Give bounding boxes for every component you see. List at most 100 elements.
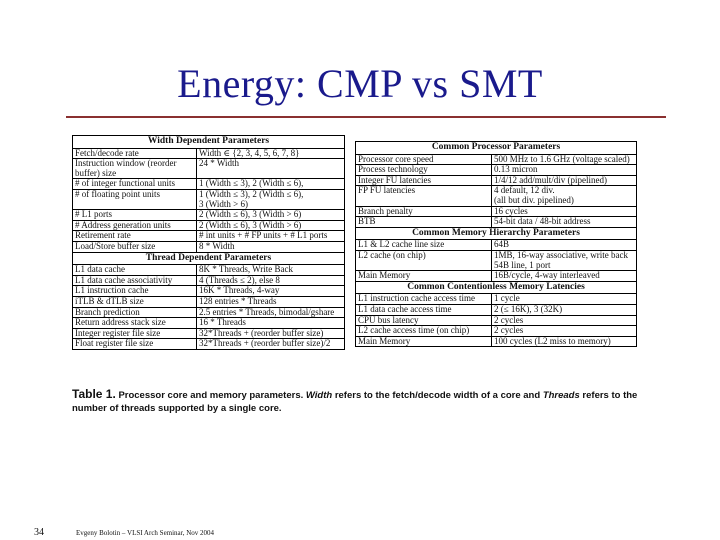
table-row: Processor core speed 500 MHz to 1.6 GHz (… xyxy=(355,153,638,166)
caption-label: Table 1. xyxy=(72,387,116,401)
parameter-value-cell: 24 * Width xyxy=(195,158,346,180)
parameter-value-cell: 16B/cycle, 4-way interleaved xyxy=(490,270,638,282)
table-row: L1 instruction cache access time 1 cycle xyxy=(355,293,638,305)
parameter-value-cell: 2.5 entries * Threads, bimodal/gshare xyxy=(195,306,346,319)
parameter-name-cell: # Address generation units xyxy=(72,219,197,232)
table-row: L1 & L2 cache line size 64B xyxy=(355,239,638,251)
table-row: Main Memory 100 cycles (L2 miss to memory… xyxy=(355,335,638,348)
table-row: Integer register file size 32*Threads + (… xyxy=(72,327,346,340)
parameter-name-cell: Instruction window (reorder buffer) size xyxy=(72,158,197,180)
parameter-value-cell: 500 MHz to 1.6 GHz (voltage scaled) xyxy=(490,153,638,166)
parameter-value-cell: 100 cycles (L2 miss to memory) xyxy=(490,335,638,348)
parameter-value-cell: 1 (Width ≤ 3), 2 (Width ≤ 6), 3 (Width >… xyxy=(195,188,346,211)
section-header-row: Width Dependent Parameters xyxy=(71,135,346,149)
parameter-value-cell: 2 cycles xyxy=(490,325,638,337)
section-header-row: Common Contentionless Memory Latencies xyxy=(354,280,638,295)
parameter-name-cell: Return address stack size xyxy=(72,317,197,329)
parameter-name-cell: L1 data cache xyxy=(72,264,197,276)
table-row: Fetch/decode rate Width ∈ {2, 3, 4, 5, 6,… xyxy=(72,147,346,160)
parameter-name-cell: Processor core speed xyxy=(355,153,492,166)
table-row: # of integer functional units 1 (Width ≤ … xyxy=(72,178,346,190)
parameter-name-cell: CPU bus latency xyxy=(355,314,492,327)
table-row: # of floating point units 1 (Width ≤ 3), … xyxy=(72,188,346,211)
parameter-value-cell: 16 * Threads xyxy=(195,317,346,329)
parameter-name-cell: Retirement rate xyxy=(72,230,197,242)
table-row: Retirement rate # int units + # FP units … xyxy=(72,230,346,242)
section-header: Common Memory Hierarchy Parameters xyxy=(354,226,638,241)
table-row: L1 instruction cache 16K * Threads, 4-way xyxy=(72,285,346,297)
parameter-value-cell: 2 (Width ≤ 6), 3 (Width > 6) xyxy=(195,209,346,221)
parameter-value-cell: Width ∈ {2, 3, 4, 5, 6, 7, 8} xyxy=(195,147,346,160)
section-header: Common Processor Parameters xyxy=(354,141,638,155)
table-row: Load/Store buffer size 8 * Width xyxy=(72,240,346,253)
parameter-name-cell: Integer FU latencies xyxy=(355,174,492,187)
parameter-name-cell: L1 instruction cache xyxy=(72,285,197,297)
caption-text-b: refers to the fetch/decode width of a co… xyxy=(334,390,541,401)
parameter-value-cell: 1MB, 16-way associative, write back 54B … xyxy=(490,249,638,272)
section-header-row: Thread Dependent Parameters xyxy=(71,251,346,266)
table-row: Main Memory 16B/cycle, 4-way interleaved xyxy=(355,270,638,282)
parameter-name-cell: iTLB & dTLB size xyxy=(72,295,197,308)
parameter-name-cell: BTB xyxy=(355,216,492,228)
parameter-value-cell: 8K * Threads, Write Back xyxy=(195,264,346,276)
parameter-value-cell: 1 (Width ≤ 3), 2 (Width ≤ 6), xyxy=(195,178,346,190)
parameter-name-cell: Branch prediction xyxy=(72,306,197,319)
section-header: Thread Dependent Parameters xyxy=(71,251,346,266)
caption-width-word: Width xyxy=(305,390,333,401)
parameter-value-cell: 32*Threads + (reorder buffer size)/2 xyxy=(195,338,346,350)
table-row: # Address generation units 2 (Width ≤ 6),… xyxy=(72,219,346,232)
section-header-row: Common Memory Hierarchy Parameters xyxy=(354,226,638,241)
parameter-name-cell: L1 data cache access time xyxy=(355,303,492,316)
parameter-name-cell: # of integer functional units xyxy=(72,178,197,190)
table-row: Branch penalty 16 cycles xyxy=(355,205,638,218)
section-header-row: Common Processor Parameters xyxy=(354,141,638,155)
caption-threads-word: Threads xyxy=(542,390,580,401)
parameter-value-cell: 1 cycle xyxy=(490,293,638,305)
parameter-value-cell: 16 cycles xyxy=(490,205,638,218)
table-row: Float register file size 32*Threads + (re… xyxy=(72,338,346,350)
table-row: L2 cache (on chip) 1MB, 16-way associativ… xyxy=(355,249,638,272)
width-thread-parameters-table: Width Dependent Parameters Fetch/decode r… xyxy=(71,135,346,350)
parameter-name-cell: Load/Store buffer size xyxy=(72,240,197,253)
parameter-name-cell: Branch penalty xyxy=(355,205,492,218)
parameter-name-cell: Fetch/decode rate xyxy=(72,147,197,160)
parameter-name-cell: L1 data cache associativity xyxy=(72,274,197,287)
parameter-name-cell: Integer register file size xyxy=(72,327,197,340)
parameter-name-cell: L2 cache (on chip) xyxy=(355,249,492,272)
title-divider xyxy=(66,116,666,118)
table-row: L1 data cache 8K * Threads, Write Back xyxy=(72,264,346,276)
table-row: L1 data cache access time 2 (≤ 16K), 3 (3… xyxy=(355,303,638,316)
table-row: FP FU latencies 4 default, 12 div. (all b… xyxy=(355,185,638,207)
parameter-value-cell: 16K * Threads, 4-way xyxy=(195,285,346,297)
parameter-name-cell: # L1 ports xyxy=(72,209,197,221)
slide-title: Energy: CMP vs SMT xyxy=(177,61,543,106)
parameter-value-cell: 2 (≤ 16K), 3 (32K) xyxy=(490,303,638,316)
caption-text-c: refers to the number of threads supporte… xyxy=(72,390,638,414)
parameter-name-cell: Main Memory xyxy=(355,270,492,282)
table-row: BTB 54-bit data / 48-bit address xyxy=(355,216,638,228)
page-number: 34 xyxy=(34,527,44,538)
parameter-value-cell: 8 * Width xyxy=(195,240,346,253)
common-parameters-table: Common Processor Parameters Processor cor… xyxy=(354,141,638,348)
parameter-value-cell: 2 cycles xyxy=(490,314,638,327)
parameter-name-cell: FP FU latencies xyxy=(355,185,492,207)
parameter-value-cell: 0.13 micron xyxy=(490,164,638,176)
table-row: iTLB & dTLB size 128 entries * Threads xyxy=(72,295,346,308)
table-row: Integer FU latencies 1/4/12 add/mult/div … xyxy=(355,174,638,187)
section-header: Width Dependent Parameters xyxy=(71,135,346,149)
parameter-value-cell: 4 (Threads ≤ 2), else 8 xyxy=(195,274,346,287)
parameter-name-cell: L1 instruction cache access time xyxy=(355,293,492,305)
parameter-name-cell: L2 cache access time (on chip) xyxy=(355,325,492,337)
parameter-value-cell: 54-bit data / 48-bit address xyxy=(490,216,638,228)
table-row: Process technology 0.13 micron xyxy=(355,164,638,176)
table-row: L1 data cache associativity 4 (Threads ≤ … xyxy=(72,274,346,287)
parameter-name-cell: # of floating point units xyxy=(72,188,197,211)
caption-text-a: Processor core and memory parameters. xyxy=(118,390,304,401)
parameter-name-cell: Main Memory xyxy=(355,335,492,348)
table-row: CPU bus latency 2 cycles xyxy=(355,314,638,327)
table-row: Return address stack size 16 * Threads xyxy=(72,317,346,329)
parameter-value-cell: 128 entries * Threads xyxy=(195,295,346,308)
parameter-value-cell: 2 (Width ≤ 6), 3 (Width > 6) xyxy=(195,219,346,232)
section-header: Common Contentionless Memory Latencies xyxy=(354,280,638,295)
table-row: L2 cache access time (on chip) 2 cycles xyxy=(355,325,638,337)
